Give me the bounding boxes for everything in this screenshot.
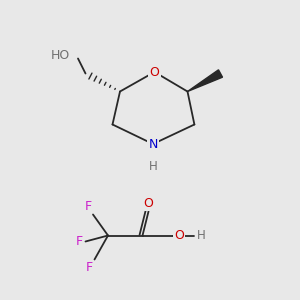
Text: N: N [148,137,158,151]
Polygon shape [188,70,223,92]
Text: O: O [174,229,184,242]
Text: H: H [196,229,205,242]
Text: O: O [150,65,159,79]
Text: HO: HO [51,49,70,62]
Text: F: F [84,200,92,213]
Text: F: F [75,235,82,248]
Text: F: F [86,261,93,274]
Text: H: H [148,160,158,173]
Text: O: O [144,197,153,210]
